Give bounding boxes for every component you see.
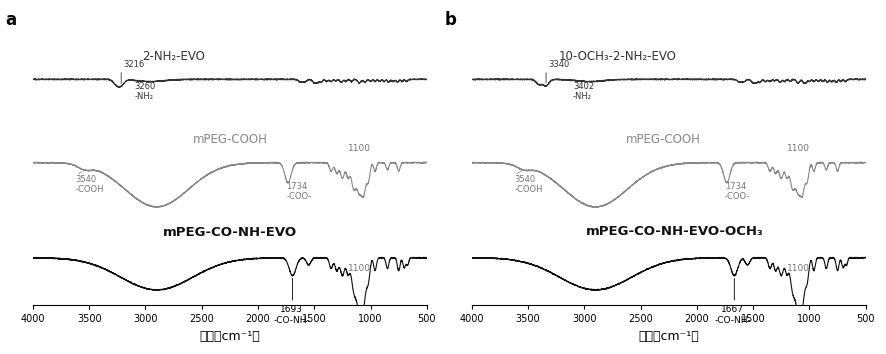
- Text: 3340: 3340: [548, 60, 570, 69]
- Text: 1100: 1100: [348, 264, 370, 273]
- Text: 3402
-NH₂: 3402 -NH₂: [573, 82, 595, 101]
- Text: a: a: [5, 11, 17, 29]
- Text: mPEG-CO-NH-EVO-OCH₃: mPEG-CO-NH-EVO-OCH₃: [586, 224, 763, 238]
- Text: mPEG-COOH: mPEG-COOH: [626, 133, 701, 146]
- Text: 1734
-COO-: 1734 -COO-: [725, 182, 750, 201]
- Text: 1734
-COO-: 1734 -COO-: [286, 182, 312, 201]
- Text: 1667
-CO-NH-: 1667 -CO-NH-: [714, 305, 751, 325]
- Text: 3540
-COOH: 3540 -COOH: [75, 175, 105, 194]
- Text: 1693
-CO-NH-: 1693 -CO-NH-: [274, 305, 310, 325]
- Text: 3540
-COOH: 3540 -COOH: [515, 175, 543, 194]
- Text: b: b: [444, 11, 456, 29]
- X-axis label: 波数（cm⁻¹）: 波数（cm⁻¹）: [638, 330, 699, 343]
- Text: mPEG-COOH: mPEG-COOH: [192, 133, 268, 146]
- Text: 3260
-NH₂: 3260 -NH₂: [135, 82, 155, 101]
- Text: 1100: 1100: [787, 264, 810, 273]
- X-axis label: 波数（cm⁻¹）: 波数（cm⁻¹）: [199, 330, 260, 343]
- Text: 2-NH₂-EVO: 2-NH₂-EVO: [142, 50, 205, 63]
- Text: mPEG-CO-NH-EVO: mPEG-CO-NH-EVO: [163, 226, 297, 239]
- Text: 3216: 3216: [123, 60, 144, 69]
- Text: 1100: 1100: [787, 144, 810, 153]
- Text: 10-OCH₃-2-NH₂-EVO: 10-OCH₃-2-NH₂-EVO: [559, 50, 677, 63]
- Text: 1100: 1100: [348, 144, 370, 153]
